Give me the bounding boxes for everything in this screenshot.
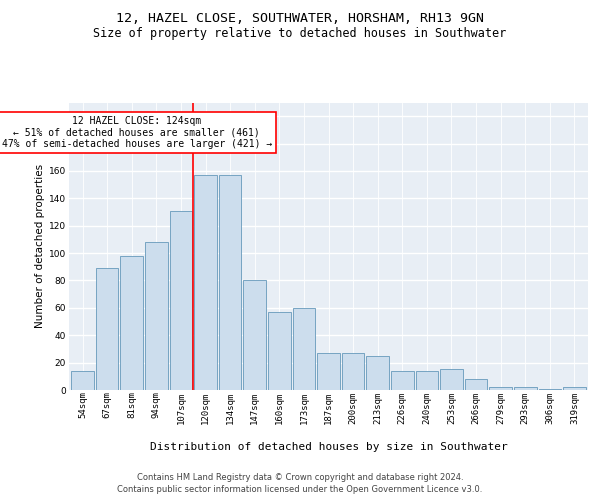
Bar <box>440 370 463 390</box>
Bar <box>71 371 94 390</box>
Bar <box>391 371 413 390</box>
Text: Distribution of detached houses by size in Southwater: Distribution of detached houses by size … <box>150 442 508 452</box>
Bar <box>219 175 241 390</box>
Bar <box>367 356 389 390</box>
Y-axis label: Number of detached properties: Number of detached properties <box>35 164 45 328</box>
Bar <box>416 371 438 390</box>
Text: Contains public sector information licensed under the Open Government Licence v3: Contains public sector information licen… <box>118 485 482 494</box>
Bar <box>539 388 561 390</box>
Bar <box>293 308 315 390</box>
Text: 12 HAZEL CLOSE: 124sqm
← 51% of detached houses are smaller (461)
47% of semi-de: 12 HAZEL CLOSE: 124sqm ← 51% of detached… <box>2 116 272 150</box>
Bar <box>514 388 536 390</box>
Text: 12, HAZEL CLOSE, SOUTHWATER, HORSHAM, RH13 9GN: 12, HAZEL CLOSE, SOUTHWATER, HORSHAM, RH… <box>116 12 484 26</box>
Bar <box>170 210 192 390</box>
Bar <box>96 268 118 390</box>
Bar <box>490 388 512 390</box>
Text: Contains HM Land Registry data © Crown copyright and database right 2024.: Contains HM Land Registry data © Crown c… <box>137 472 463 482</box>
Bar <box>145 242 167 390</box>
Bar <box>465 379 487 390</box>
Bar <box>317 353 340 390</box>
Bar <box>194 175 217 390</box>
Text: Size of property relative to detached houses in Southwater: Size of property relative to detached ho… <box>94 28 506 40</box>
Bar <box>244 280 266 390</box>
Bar <box>563 388 586 390</box>
Bar <box>342 353 364 390</box>
Bar <box>268 312 290 390</box>
Bar <box>121 256 143 390</box>
